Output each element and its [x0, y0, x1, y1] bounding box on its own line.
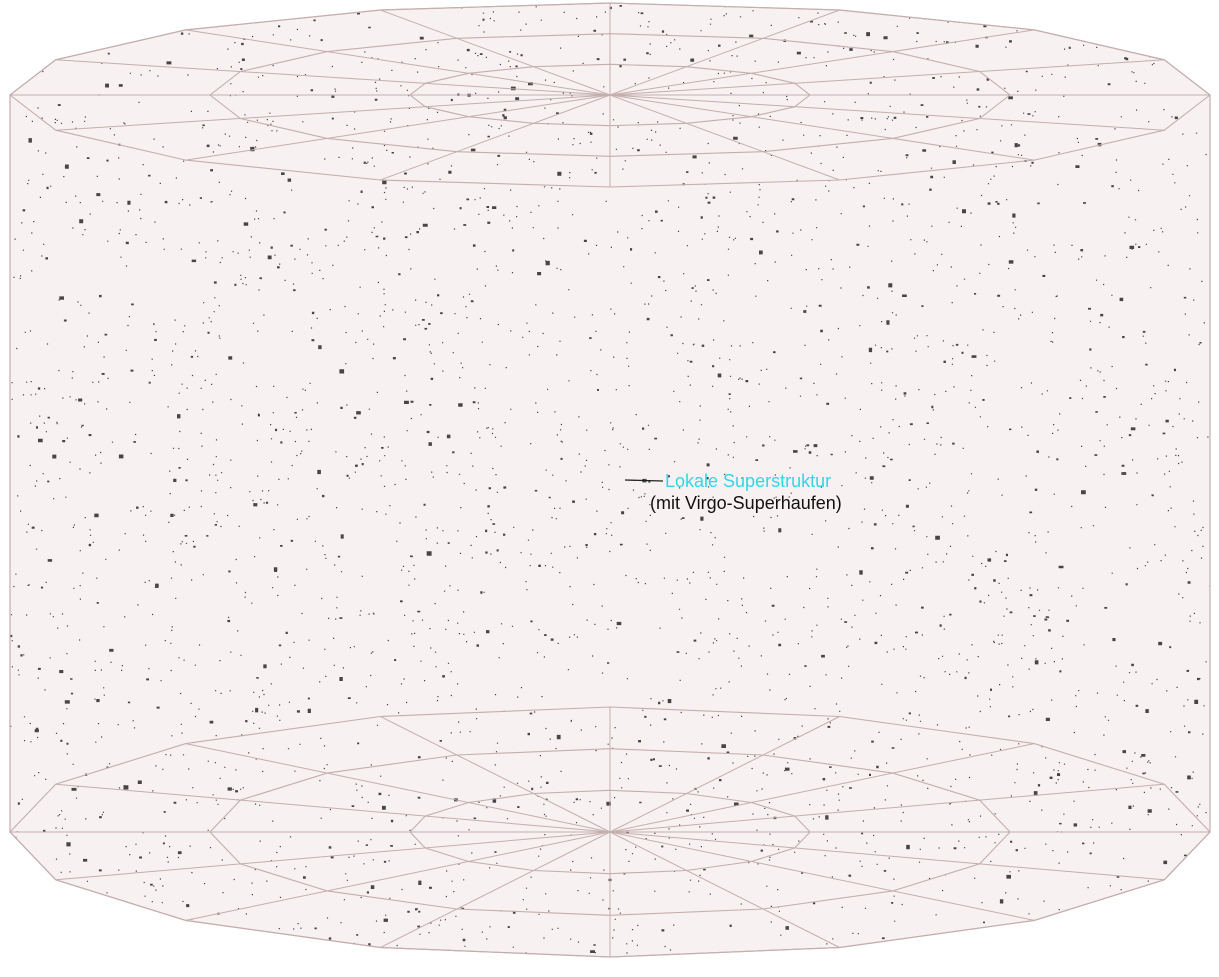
leader-line	[624, 479, 664, 482]
bottom-cap-spoke	[380, 716, 611, 833]
cylinder-body	[10, 3, 1210, 957]
top-cap-spoke	[380, 94, 611, 181]
top-cap-spoke	[380, 9, 611, 96]
top-cap-spoke	[55, 94, 611, 131]
top-cap-spoke	[185, 29, 611, 96]
bottom-cap-spoke	[609, 831, 1165, 881]
bottom-cap-spoke	[609, 831, 1035, 921]
bottom-cap-spoke	[380, 831, 611, 948]
cylinder-outline	[9, 2, 1211, 958]
bottom-cap-spoke	[609, 783, 1165, 833]
bottom-cap-spoke	[185, 743, 611, 833]
virgo-superhaufen-label: (mit Virgo-Superhaufen)	[650, 493, 842, 513]
top-cap-grid	[9, 2, 1211, 188]
top-cap-spoke	[609, 29, 1035, 96]
bottom-cap-spoke	[609, 716, 840, 833]
bottom-cap-grid	[9, 706, 1211, 958]
bottom-cap-spoke	[55, 783, 611, 833]
bottom-cap-spoke	[609, 831, 840, 948]
top-cap-spoke	[55, 59, 611, 96]
top-cap-spoke	[609, 94, 1165, 131]
top-cap-spoke	[185, 94, 611, 161]
bottom-cap-spoke	[185, 831, 611, 921]
bottom-cap-spoke	[55, 831, 611, 881]
top-cap-spoke	[609, 94, 1035, 161]
top-cap-spoke	[609, 59, 1165, 96]
top-cap-spoke	[609, 9, 840, 96]
lokale-superstruktur-label: Lokale Superstruktur	[665, 471, 832, 491]
top-cap-spoke	[609, 94, 840, 181]
bottom-cap-spoke	[609, 743, 1035, 833]
